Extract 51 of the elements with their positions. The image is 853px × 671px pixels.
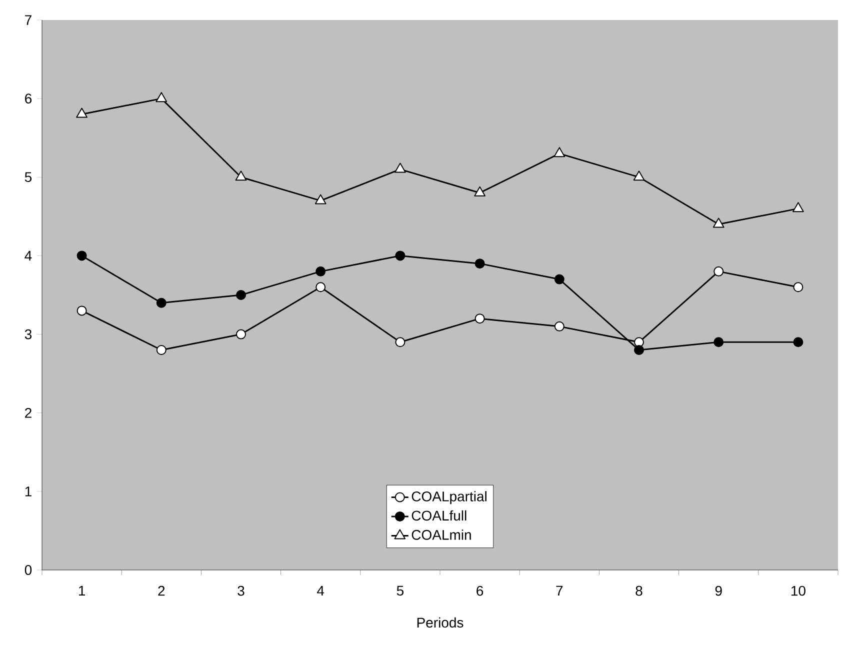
point xyxy=(236,329,246,340)
x-tick-label: 4 xyxy=(317,586,324,596)
x-tick-label: 1 xyxy=(78,586,86,596)
x-axis-title: Periods xyxy=(417,617,464,628)
x-tick-label: 7 xyxy=(556,586,563,596)
point xyxy=(474,314,485,324)
point xyxy=(76,250,87,261)
point xyxy=(395,337,406,348)
y-tick-label: 4 xyxy=(24,250,32,261)
point xyxy=(792,202,804,212)
point xyxy=(474,258,485,269)
y-tick-label: 5 xyxy=(24,172,32,182)
legend-label: COALfull xyxy=(412,510,466,521)
legend-label: COALmin xyxy=(412,530,471,540)
x-tick-label: 2 xyxy=(158,586,165,596)
point xyxy=(76,306,87,316)
point xyxy=(554,321,564,332)
point xyxy=(633,170,645,181)
y-tick-label: 7 xyxy=(25,15,32,25)
point xyxy=(316,266,326,276)
point xyxy=(156,345,166,355)
x-tick-label: 10 xyxy=(791,586,806,596)
legend-label: COALpartial xyxy=(412,491,486,504)
point xyxy=(634,345,644,355)
y-tick-label: 6 xyxy=(25,94,32,104)
x-tick-label: 3 xyxy=(238,586,244,596)
x-tick-label: 5 xyxy=(396,586,404,596)
y-tick-label: 0 xyxy=(24,565,32,575)
point xyxy=(714,266,724,276)
point xyxy=(394,162,406,173)
point xyxy=(236,290,246,300)
point xyxy=(316,282,326,292)
point xyxy=(554,147,566,158)
y-tick-label: 2 xyxy=(25,408,32,418)
point xyxy=(554,274,564,284)
point xyxy=(712,218,724,228)
point xyxy=(395,250,406,261)
point xyxy=(793,337,804,348)
point xyxy=(474,186,486,196)
point xyxy=(156,92,168,102)
point xyxy=(793,282,804,292)
point xyxy=(714,337,724,348)
y-tick-label: 1 xyxy=(25,486,32,496)
point xyxy=(314,194,326,204)
point xyxy=(235,170,247,181)
x-tick-label: 9 xyxy=(715,586,722,596)
x-tick-label: 6 xyxy=(476,586,484,596)
x-tick-label: 8 xyxy=(636,586,642,596)
point xyxy=(76,108,88,118)
y-tick-label: 3 xyxy=(24,329,32,340)
point xyxy=(156,298,166,308)
